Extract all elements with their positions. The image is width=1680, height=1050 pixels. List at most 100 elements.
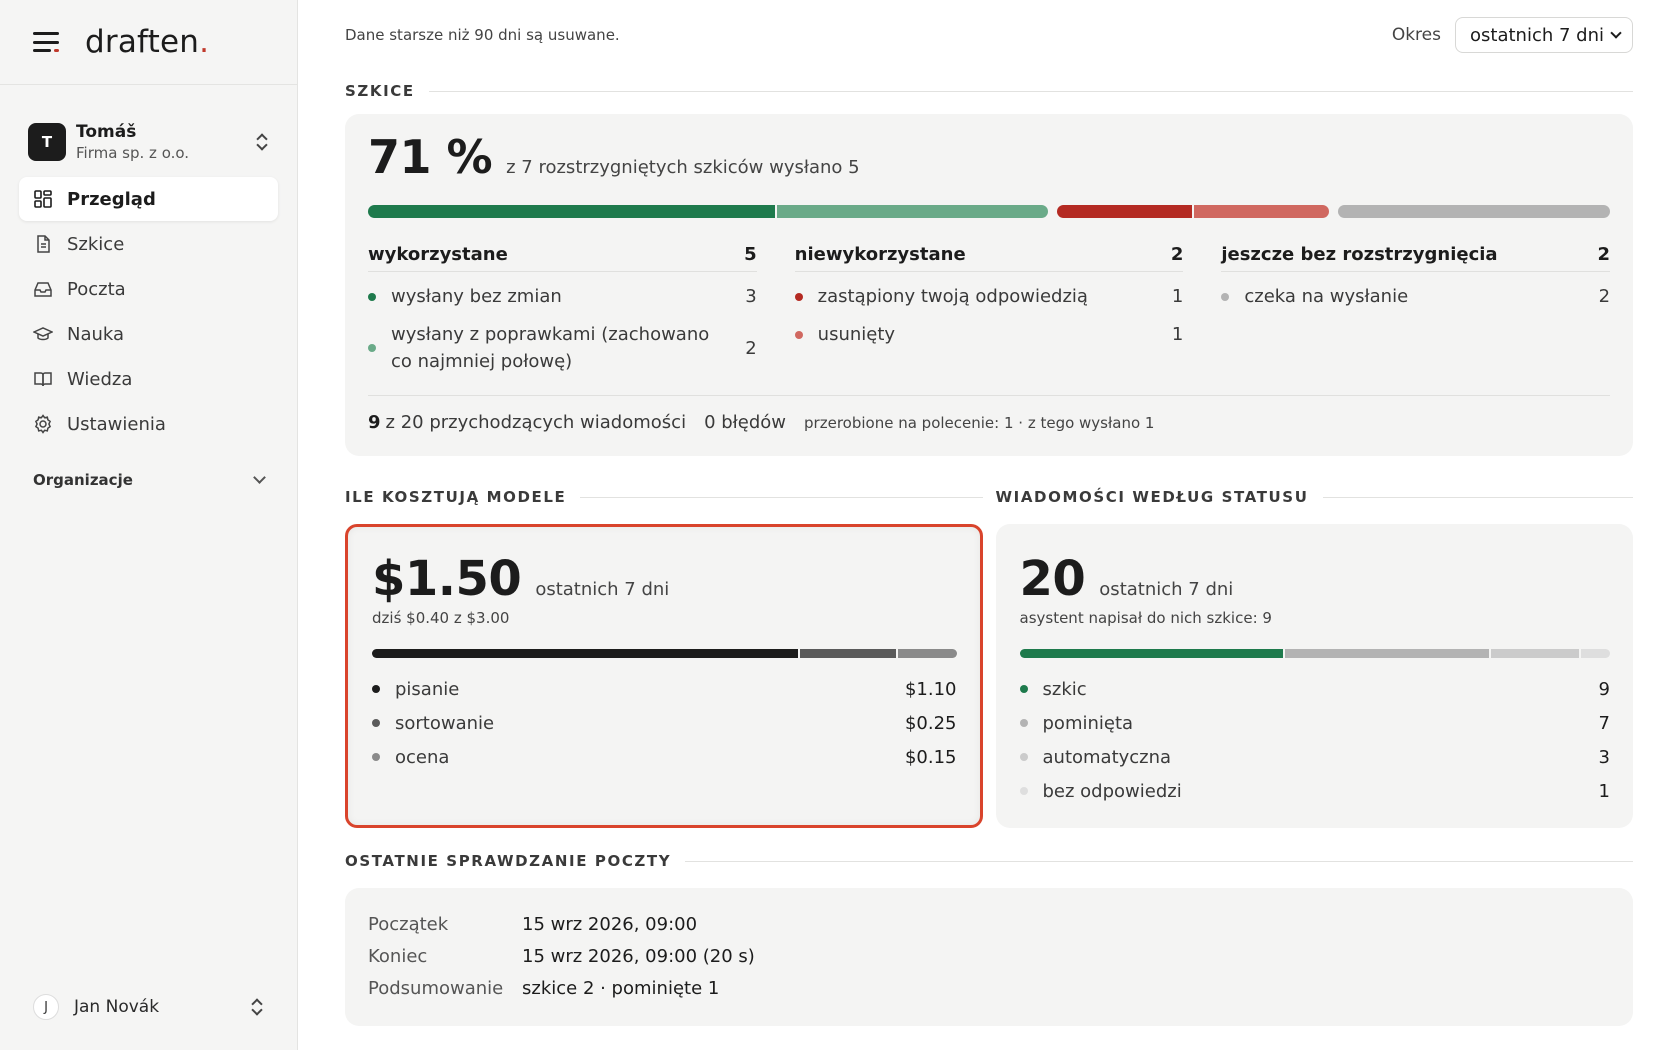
list-item: zastąpiony twoją odpowiedzią 1 (794, 283, 1184, 310)
list-item: usunięty 1 (794, 321, 1184, 348)
list-item-value: 9 (1598, 678, 1610, 700)
nav-item-label: Wiedza (67, 368, 133, 390)
list-item-label: ocena (372, 747, 449, 768)
account-switcher[interactable]: T Tomáš Firma sp. z o.o. (18, 115, 279, 169)
inbox-icon (34, 282, 52, 297)
costs-card[interactable]: $1.50 ostatnich 7 dni dziś $0.40 z $3.00… (345, 524, 983, 828)
errors-count: 0 błędów (704, 412, 787, 433)
account-avatar: T (28, 123, 66, 161)
list-item: automatyczna 3 (1019, 740, 1610, 774)
user-menu[interactable]: J Jan Novák (19, 986, 278, 1028)
summary-value: szkice 2 · pominięte 1 (522, 977, 720, 999)
nav-item-wiedza[interactable]: Wiedza (19, 357, 278, 401)
messages-section-title: WIADOMOŚCI WEDŁUG STATUSU (996, 486, 1634, 508)
book-icon (34, 372, 52, 387)
list-item-value: 1 (1171, 286, 1184, 307)
summary-key: Początek (368, 913, 449, 935)
summary-value: 15 wrz 2026, 09:00 (522, 913, 698, 935)
messages-total: 20 (1019, 551, 1086, 607)
list-item-value: 3 (1598, 746, 1610, 768)
costs-bar (372, 649, 957, 658)
nav-item-szkice[interactable]: Szkice (19, 222, 278, 266)
list-item-label: pisanie (372, 679, 459, 700)
list-item-text: sortowanie (395, 712, 495, 734)
summary-row: Podsumowanie szkice 2 · pominięte 1 (368, 972, 1610, 1004)
nav-item-przeglad[interactable]: Przegląd (19, 177, 278, 221)
messages-period: ostatnich 7 dni (1099, 579, 1234, 600)
bar-group-unused (1057, 205, 1329, 218)
column-title: wykorzystane (368, 244, 508, 265)
status-dot-icon (1019, 685, 1028, 693)
user-name: Jan Novák (74, 997, 160, 1017)
list-item-text: zastąpiony twoją odpowiedzią (817, 286, 1088, 307)
logo[interactable]: draften. (85, 24, 210, 60)
nav-item-ustawienia[interactable]: Ustawienia (19, 402, 278, 446)
list-item-value: $0.15 (904, 746, 957, 768)
drafts-column: jeszcze bez rozstrzygnięcia 2 czeka na wys… (1221, 238, 1611, 375)
organizations-toggle[interactable]: Organizacje (19, 460, 278, 500)
costs-section-title: ILE KOSZTUJĄ MODELE (345, 486, 983, 508)
list-item: szkic 9 (1019, 672, 1610, 706)
column-header: jeszcze bez rozstrzygnięcia 2 (1221, 238, 1611, 272)
bar-segment (776, 205, 1048, 218)
menu-icon[interactable] (33, 32, 59, 52)
list-item-value: $0.25 (904, 712, 957, 734)
drafts-column: niewykorzystane 2 zastąpiony twoją odpowie… (794, 238, 1184, 375)
list-item-text: wysłany bez zmian (391, 286, 562, 307)
list-item-text: bez odpowiedzi (1042, 780, 1182, 802)
column-count: 2 (1170, 244, 1184, 265)
list-item-label: sortowanie (372, 713, 494, 734)
column-title: jeszcze bez rozstrzygnięcia (1221, 244, 1498, 265)
list-item: bez odpowiedzi 1 (1019, 774, 1610, 808)
chevron-up-down-icon (255, 133, 269, 151)
last-check-card: Początek 15 wrz 2026, 09:00 Koniec 15 wrz 2… (345, 888, 1633, 1026)
brand-bar: draften. (0, 0, 297, 85)
list-item-label: bez odpowiedzi (1019, 780, 1182, 802)
list-item-text: pisanie (395, 678, 460, 700)
nav-item-poczta[interactable]: Poczta (19, 267, 278, 311)
status-dot-icon (1019, 753, 1028, 761)
status-dot-icon (368, 344, 376, 352)
costs-list: pisanie $1.10 sortowanie $0.25 ocena $0.15 (372, 672, 957, 774)
messages-list: szkic 9 pominięta 7 automatyczna 3 bez odpowie… (1019, 672, 1610, 808)
drafts-progress-bar (368, 205, 1610, 218)
list-item: wysłany z poprawkami (zachowano co najmn… (368, 321, 757, 375)
column-header: niewykorzystane 2 (794, 238, 1184, 272)
incoming-count: 9 (368, 412, 381, 433)
costs-today: dziś $0.40 z $3.00 (372, 609, 510, 627)
list-item-value: 2 (1598, 286, 1611, 307)
graduation-cap-icon (33, 327, 53, 341)
bar-segment (898, 649, 957, 658)
list-item: ocena $0.15 (372, 740, 957, 774)
column-title: niewykorzystane (794, 244, 966, 265)
nav-item-nauka[interactable]: Nauka (19, 312, 278, 356)
chevron-down-icon (1610, 27, 1622, 39)
costs-period: ostatnich 7 dni (535, 579, 670, 600)
list-item: sortowanie $0.25 (372, 706, 957, 740)
list-item-label: automatyczna (1019, 747, 1171, 768)
period-select[interactable]: ostatnich 7 dni (1455, 17, 1633, 53)
summary-key: Podsumowanie (368, 977, 504, 999)
period-label: Okres (1391, 25, 1441, 45)
main-nav: Przegląd Szkice Poczta Nauka Wiedza Usta… (19, 177, 278, 446)
period-value: ostatnich 7 dni (1470, 24, 1604, 46)
column-count: 2 (1597, 244, 1611, 265)
grid-icon (34, 190, 52, 208)
list-item-value: 7 (1598, 712, 1610, 734)
column-count: 5 (744, 244, 757, 265)
status-dot-icon (372, 685, 380, 693)
user-avatar: J (33, 994, 59, 1020)
topbar: Dane starsze niż 90 dni są usuwane. Okre… (345, 0, 1633, 70)
gear-icon (34, 414, 52, 434)
summary-value: 15 wrz 2026, 09:00 (20 s) (522, 945, 755, 967)
summary-key: Koniec (368, 945, 428, 967)
bar-segment (1491, 649, 1579, 658)
list-item-label: szkic (1019, 679, 1087, 700)
summary-row: Koniec 15 wrz 2026, 09:00 (20 s) (368, 940, 1610, 972)
bar-segment (368, 205, 775, 218)
list-item-value: 1 (1171, 324, 1184, 345)
account-name: Tomáš (76, 122, 137, 142)
drafts-card: 71 % z 7 rozstrzygniętych szkiców wysłan… (345, 114, 1633, 456)
status-dot-icon (372, 753, 380, 761)
list-item-text: ocena (395, 746, 450, 768)
